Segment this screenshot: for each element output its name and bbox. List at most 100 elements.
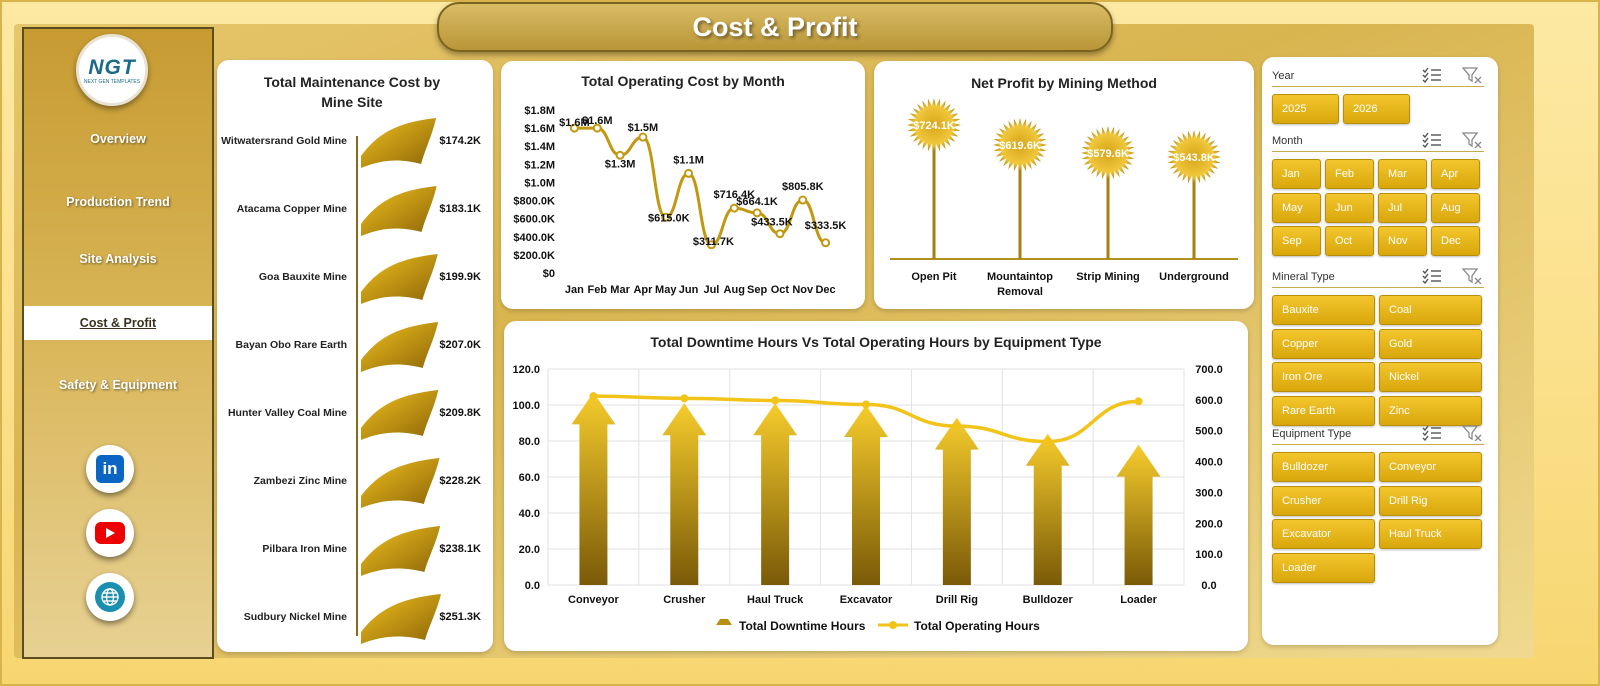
slicer-option[interactable]: 2025 (1272, 94, 1339, 124)
operating-cost-card: Total Operating Cost by Month $0 $200.0K $… (501, 61, 865, 309)
nav-item-production-trend[interactable]: Production Trend (66, 195, 170, 209)
linkedin-button[interactable]: in (86, 445, 134, 493)
slicer-option[interactable]: Nickel (1379, 362, 1482, 392)
downtime-left-ytick: 60.0 (519, 472, 540, 484)
nav-item-overview[interactable]: Overview (90, 132, 146, 146)
slicer-option[interactable]: Sep (1272, 226, 1321, 256)
downtime-category-label: Conveyor (568, 594, 619, 606)
multi-select-icon[interactable] (1422, 132, 1442, 152)
slicer-option[interactable]: Haul Truck (1379, 519, 1482, 549)
slicer-option[interactable]: Dec (1431, 226, 1480, 256)
slicer-header: Year (1272, 67, 1484, 87)
operating-hours-point (862, 400, 870, 409)
multi-select-icon[interactable] (1422, 268, 1442, 288)
net-profit-burst (993, 118, 1047, 172)
clear-filter-icon[interactable] (1461, 67, 1482, 87)
globe-icon (95, 582, 125, 612)
downtime-bar (753, 403, 798, 585)
slicer-option[interactable]: Bulldozer (1272, 452, 1375, 482)
operating-data-label: $615.0K (648, 212, 690, 224)
clear-filter-icon[interactable] (1461, 132, 1482, 152)
maintenance-bar (361, 254, 438, 304)
operating-point (821, 238, 831, 248)
slicer-title: Month (1272, 135, 1303, 147)
youtube-button[interactable] (86, 509, 134, 557)
sidebar: NGT NEXT GEN TEMPLATES Overview Producti… (22, 27, 214, 659)
operating-ytick-label: $0 (543, 268, 555, 280)
operating-xtick-label: Jan (565, 284, 584, 296)
net-profit-value-label: $724.1K (913, 120, 955, 132)
slicer-option[interactable]: Excavator (1272, 519, 1375, 549)
slicer-option[interactable]: Nov (1378, 226, 1427, 256)
slicer-option[interactable]: Feb (1325, 159, 1374, 189)
downtime-bar (844, 405, 888, 585)
operating-xtick-label: Feb (587, 284, 607, 296)
operating-data-label: $1.6M (582, 115, 613, 127)
slicer-option[interactable]: Mar (1378, 159, 1427, 189)
slicer-option[interactable]: Drill Rig (1379, 485, 1482, 516)
slicer-option[interactable]: Coal (1379, 295, 1482, 325)
operating-xtick-label: Aug (724, 284, 745, 296)
slicer-title: Mineral Type (1272, 271, 1335, 283)
slicer-option[interactable]: Conveyor (1379, 452, 1482, 482)
slicer-option[interactable]: Oct (1325, 226, 1374, 256)
slicer-option[interactable]: Loader (1272, 552, 1375, 583)
logo-text: NGT (88, 55, 136, 79)
operating-ytick-label: $400.0K (513, 232, 555, 244)
slicer-header: Equipment Type (1272, 425, 1484, 445)
operating-point (775, 229, 785, 239)
maintenance-bar (361, 390, 439, 440)
slicer-option[interactable]: Rare Earth (1272, 395, 1375, 426)
filter-panel: Year 2025 2026 Month Jan Feb Mar Apr May Jun Jul Au… (1262, 57, 1498, 645)
clear-filter-icon[interactable] (1461, 425, 1482, 445)
multi-select-icon[interactable] (1422, 425, 1442, 445)
slicer-option[interactable]: Bauxite (1272, 295, 1375, 325)
slicer-option[interactable]: Jul (1378, 192, 1427, 223)
multi-select-icon[interactable] (1422, 67, 1442, 87)
downtime-right-ytick: 700.0 (1195, 364, 1223, 376)
slicer-option[interactable]: Gold (1379, 328, 1482, 359)
operating-point (638, 132, 648, 142)
operating-point (752, 208, 762, 218)
operating-xtick-label: Mar (610, 284, 630, 296)
net-profit-category-label: Removal (997, 286, 1043, 298)
slicer-option[interactable]: 2026 (1343, 94, 1410, 124)
operating-data-label: $716.4K (713, 189, 755, 201)
slicer-option[interactable]: Crusher (1272, 485, 1375, 516)
operating-point (592, 123, 602, 133)
downtime-card: Total Downtime Hours Vs Total Operating … (504, 321, 1248, 651)
operating-point (569, 123, 579, 133)
nav-item-cost-profit[interactable]: Cost & Profit (24, 306, 212, 340)
clear-filter-icon[interactable] (1461, 268, 1482, 288)
slicer-option[interactable]: May (1272, 192, 1321, 223)
operating-xtick-label: Dec (815, 284, 835, 296)
downtime-bar (1116, 444, 1161, 585)
slicer-option[interactable]: Copper (1272, 328, 1375, 359)
slicer-option[interactable]: Aug (1431, 192, 1480, 223)
maintenance-chart: Witwatersrand Gold Mine $174.2K Atacama Co… (221, 118, 481, 644)
net-profit-category-label: Underground (1159, 271, 1229, 283)
operating-hours-point (589, 392, 598, 401)
slicer-option[interactable]: Apr (1431, 159, 1480, 189)
operating-ytick-label: $1.6M (524, 123, 555, 135)
downtime-legend: Total Downtime Hours Total Operating Hour… (716, 619, 1040, 633)
slicer-option[interactable]: Jun (1325, 192, 1374, 223)
nav-item-safety-equipment[interactable]: Safety & Equipment (58, 378, 178, 392)
slicer-option[interactable]: Jan (1272, 159, 1321, 189)
slicer-option[interactable]: Zinc (1379, 395, 1482, 426)
slicer-header: Mineral Type (1272, 268, 1484, 288)
maintenance-category-label: Bayan Obo Rare Earth (236, 339, 347, 351)
website-button[interactable] (86, 573, 134, 621)
downtime-left-ytick: 80.0 (519, 436, 540, 448)
company-logo[interactable]: NGT NEXT GEN TEMPLATES (76, 34, 148, 106)
downtime-bar (571, 392, 616, 585)
net-profit-burst (907, 98, 961, 152)
maintenance-chart-title: Total Maintenance Cost by Mine Site (263, 74, 441, 110)
maintenance-category-label: Sudbury Nickel Mine (244, 611, 347, 623)
slicer-option[interactable]: Iron Ore (1272, 362, 1375, 392)
downtime-right-ytick: 0.0 (1201, 580, 1216, 592)
net-profit-burst (1081, 126, 1135, 180)
operating-ytick-label: $800.0K (513, 196, 555, 208)
legend-downtime-marker (716, 619, 732, 625)
nav-item-site-analysis[interactable]: Site Analysis (79, 252, 157, 266)
